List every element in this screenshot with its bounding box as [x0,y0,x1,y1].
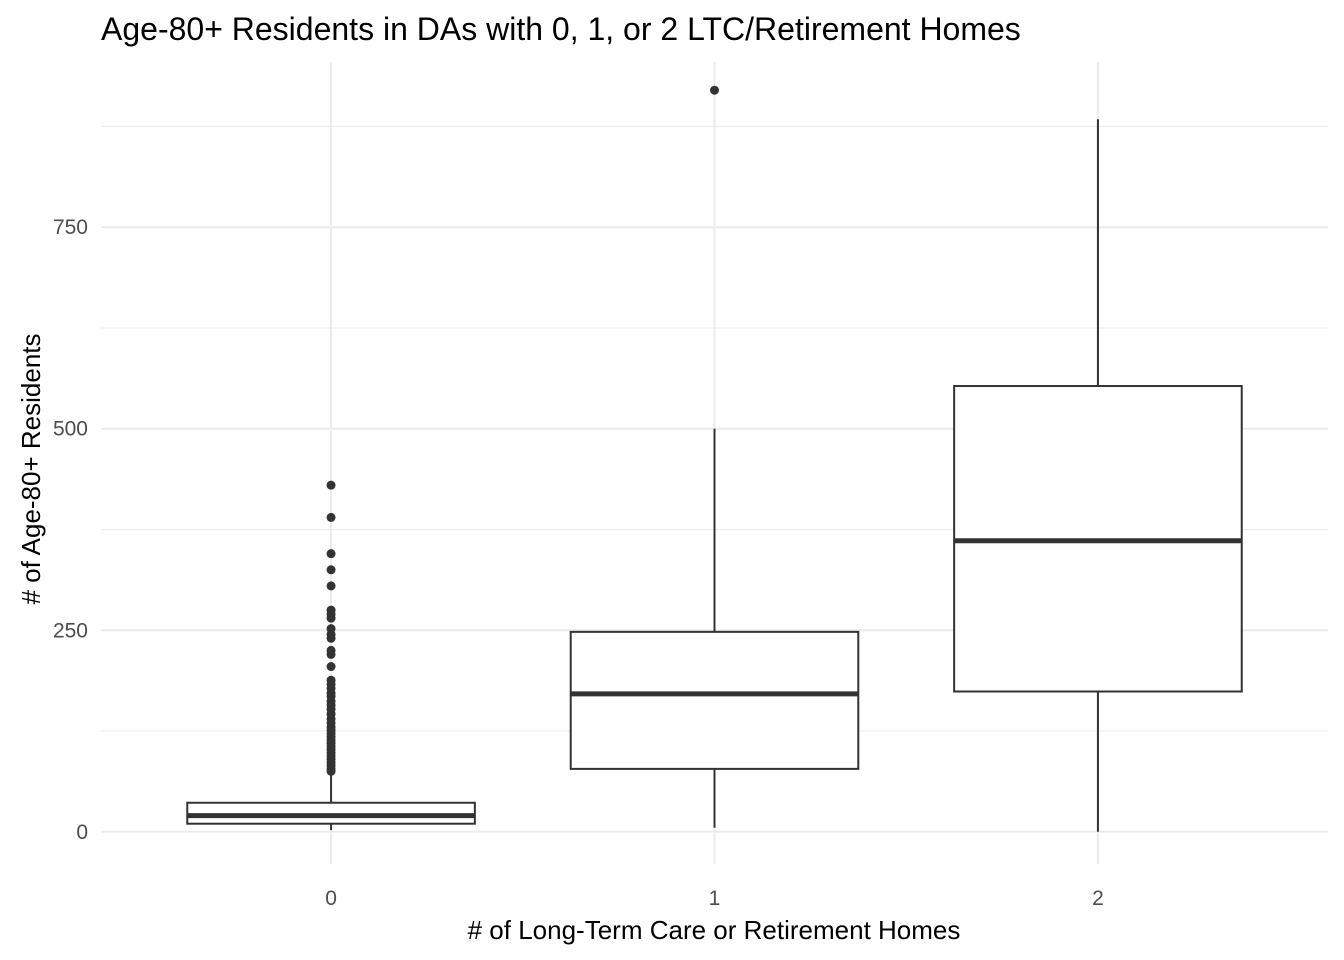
y-axis-label: # of Age-80+ Residents [16,333,46,604]
outlier-point [326,649,336,659]
y-tick-label: 500 [53,418,88,441]
outlier-point [326,766,336,776]
tick-layer: 0 250 500 750 0 1 2 [53,216,1104,910]
outlier-point [326,581,336,591]
outlier-point [326,613,336,623]
outlier-point [326,480,336,490]
x-tick-label: 0 [325,887,337,910]
chart-title: Age-80+ Residents in DAs with 0, 1, or 2… [101,11,1021,47]
y-tick-label: 750 [53,216,88,239]
box-group-2 [953,119,1243,832]
outlier-point [710,85,719,95]
box-layer [186,85,1243,832]
x-tick-label: 2 [1092,887,1104,910]
outlier-point [326,662,336,672]
outlier-point [326,633,336,643]
y-tick-label: 250 [53,619,88,642]
y-tick-label: 0 [76,821,88,844]
outlier-point [326,549,336,559]
outlier-point [326,565,336,575]
outlier-point [326,512,336,522]
x-tick-label: 1 [709,887,721,910]
box-group-0 [186,480,476,831]
iqr-box [569,630,860,770]
box-group-1 [569,85,860,828]
x-axis-label: # of Long-Term Care or Retirement Homes [468,915,961,945]
